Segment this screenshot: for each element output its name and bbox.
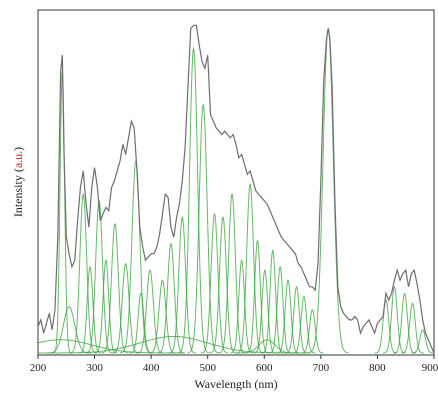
fitted-component-12	[157, 242, 185, 354]
y-axis-title-unit: a.u.	[11, 151, 25, 168]
fitted-component-14	[177, 46, 210, 354]
fitted-component-28	[301, 309, 324, 354]
fitted-component-19	[230, 259, 254, 354]
fitted-component-36	[38, 335, 310, 354]
fitted-component-33	[401, 302, 424, 354]
fitted-component-curves	[37, 26, 434, 354]
fitted-component-24	[268, 266, 292, 354]
fitted-component-20	[236, 182, 264, 354]
fitted-component-6	[101, 222, 129, 354]
fitted-component-3	[78, 266, 102, 354]
x-axis-ticks: 200 300 400 500 600 700 800 900	[30, 355, 438, 374]
x-tick-label-800: 800	[369, 362, 386, 374]
y-axis-title-prefix: Intensity (	[11, 168, 25, 217]
measured-spectrum-line	[37, 24, 435, 354]
x-axis-title: Wavelength (nm)	[194, 377, 277, 391]
fitted-component-15	[187, 103, 220, 354]
fitted-component-2	[69, 192, 97, 354]
y-axis-title: Intensity (a.u.)	[11, 147, 25, 217]
x-tick-label-300: 300	[86, 362, 103, 374]
x-tick-label-500: 500	[199, 362, 216, 374]
fitted-component-31	[383, 286, 406, 354]
plot-frame	[37, 9, 435, 356]
fitted-component-30	[374, 299, 398, 354]
x-tick-label-700: 700	[313, 362, 330, 374]
fitted-component-34	[411, 329, 434, 354]
fitted-component-1	[46, 306, 92, 354]
x-tick-label-900: 900	[422, 362, 438, 374]
fitted-component-10	[136, 269, 164, 354]
x-tick-label-400: 400	[143, 362, 160, 374]
fitted-component-16	[200, 212, 229, 354]
x-tick-label-200: 200	[30, 362, 47, 374]
fitted-component-26	[285, 286, 308, 354]
fitted-component-11	[148, 279, 177, 354]
fitted-component-32	[393, 292, 416, 354]
fitted-component-25	[276, 279, 300, 354]
fitted-component-37	[235, 339, 299, 354]
y-axis-title-suffix: )	[11, 147, 25, 151]
x-tick-label-600: 600	[256, 362, 273, 374]
fitted-component-9	[129, 292, 153, 354]
